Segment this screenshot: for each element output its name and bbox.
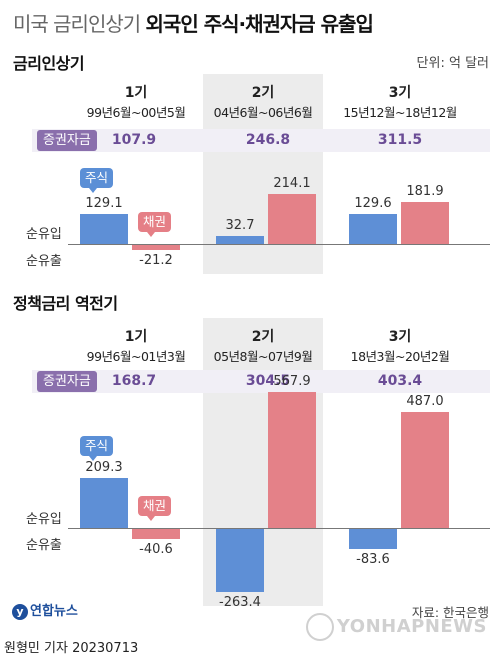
fund-band [32,129,490,152]
bond-value-label: -40.6 [139,541,173,557]
fund-value: 168.7 [111,373,157,389]
inflow-label: 순유입 [26,512,62,527]
bond-bar [401,201,449,244]
zero-axis [68,244,490,245]
bond-tag: 채권 [138,496,172,521]
stock-bar [80,214,128,244]
period-num: 1기 [124,329,148,345]
period-range: 18년3월~20년2월 [350,349,450,364]
stock-value-label: 32.7 [225,218,255,234]
fund-value: 403.4 [377,373,423,389]
yonhap-logo-icon: y [12,604,28,620]
stock-value-label: -263.4 [219,594,261,610]
period-range: 99년6월~01년3월 [86,349,186,364]
stock-value-label: 129.6 [354,195,392,211]
fund-badge: 증권자금 [37,371,97,392]
bond-value-label: 214.1 [273,176,311,192]
period-range: 05년8월~07년9월 [213,349,313,364]
period-num: 1기 [124,85,148,101]
period-range: 99년6월~00년5월 [86,105,186,120]
inflow-label: 순유입 [26,227,62,242]
bond-bar [132,245,180,250]
stock-value-label: -83.6 [356,551,390,567]
title-bold: 외국인 주식·채권자금 유출입 [145,12,374,36]
period-num: 2기 [251,85,275,101]
outflow-label: 순유출 [26,538,62,553]
bond-bar [268,194,316,244]
fund-value: 246.8 [245,132,291,148]
byline: 원형민 기자 20230713 [4,641,139,656]
zero-axis [68,528,490,529]
period-range: 04년6월~06년6월 [213,105,313,120]
stock-tag: 주식 [80,168,114,193]
period-num: 3기 [388,85,412,101]
chart-title: 미국 금리인상기 외국인 주식·채권자금 유출입 [13,8,374,37]
bond-bar [401,411,449,528]
stock-bar [349,529,397,549]
section-title-2: 정책금리 역전기 [13,294,118,313]
stock-value-label: 129.1 [85,196,123,211]
fund-value: 304.5 [245,373,291,389]
fund-value: 311.5 [377,132,423,148]
unit-label: 단위: 억 달러 [416,56,489,71]
logo-text: 연합뉴스 [30,604,78,619]
stock-bar [349,213,397,244]
bond-bar [268,392,316,528]
fund-band [32,370,490,393]
title-light: 미국 금리인상기 [13,12,141,36]
stock-bar [216,529,264,592]
fund-badge: 증권자금 [37,130,97,151]
watermark: YONHAPNEWS [305,613,487,641]
bond-value-label: 487.0 [406,393,444,409]
bond-value-label: 567.9 [273,374,311,390]
section-title-1: 금리인상기 [13,54,85,73]
stock-tag: 주식 [80,436,114,461]
bond-value-label: 181.9 [406,183,444,199]
period-range: 15년12월~18년12월 [343,105,457,120]
source-note: 자료: 한국은행 [411,605,489,620]
watermark-icon [305,613,334,641]
stock-bar [216,236,264,244]
stock-bar [80,478,128,528]
bond-bar [132,529,180,539]
bond-value-label: -21.2 [139,252,173,268]
outflow-label: 순유출 [26,254,62,269]
bond-tag: 채권 [138,212,172,237]
fund-value: 107.9 [111,132,157,148]
yonhap-logo: y 연합뉴스 [12,600,78,620]
period-num: 3기 [388,329,412,345]
period-num: 2기 [251,329,275,345]
stock-value-label: 209.3 [85,460,123,475]
